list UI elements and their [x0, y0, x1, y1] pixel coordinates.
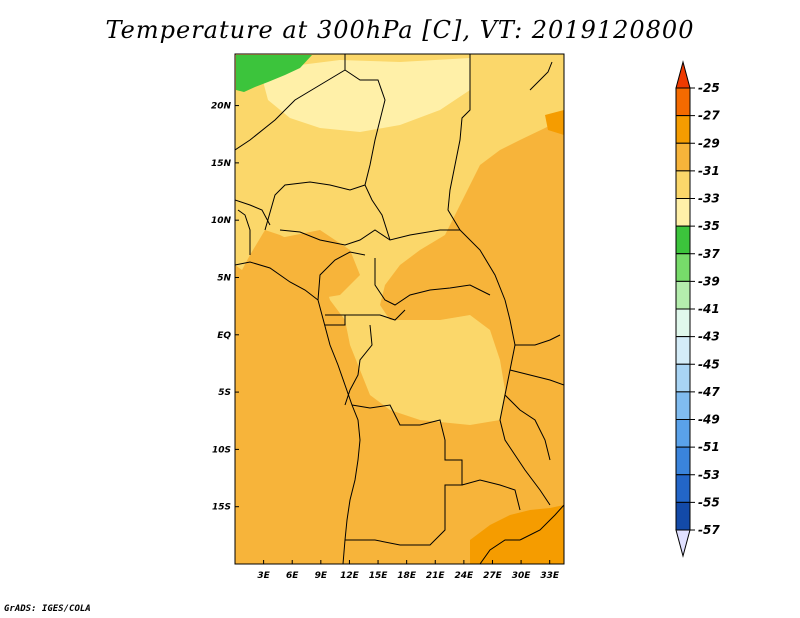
- map-title: Temperature at 300hPa [C], VT: 201912080…: [105, 16, 695, 44]
- lon-tick-label: 12E: [340, 571, 360, 581]
- colorbar-swatch: [675, 198, 691, 227]
- colorbar-swatch: [675, 446, 691, 476]
- colorbar-label: -49: [698, 413, 720, 427]
- country-borders: [235, 54, 564, 564]
- lat-tick-label: 20N: [211, 102, 232, 112]
- colorbar-label: -39: [698, 274, 720, 288]
- lon-tick-label: 9E: [315, 571, 328, 581]
- lon-tick-label: 30E: [512, 571, 532, 581]
- lon-tick-label: 24E: [455, 571, 475, 581]
- lat-tick-label: 10N: [211, 216, 232, 226]
- lat-tick-label: EQ: [217, 331, 231, 341]
- colorbar-label: -47: [698, 385, 720, 399]
- colorbar-swatch: [675, 474, 691, 503]
- colorbar-label: -43: [698, 330, 720, 344]
- lat-tick-label: 5N: [217, 273, 231, 283]
- color-bar: -25 -27 -29 -31 -33 -35 -37 -39 -41 -43 -45 -47 -49 -…: [675, 60, 720, 558]
- colorbar-swatch: [675, 87, 691, 117]
- colorbar-label: -45: [698, 357, 720, 371]
- colorbar-label: -29: [698, 136, 720, 150]
- colorbar-label: -37: [698, 247, 720, 261]
- colorbar-swatch: [675, 170, 691, 199]
- colorbar-swatch: [675, 280, 691, 310]
- temperature-field: [235, 54, 564, 564]
- colorbar-label: -41: [698, 302, 720, 316]
- lon-tick-label: 33E: [540, 571, 560, 581]
- grads-credit: GrADS: IGES/COLA: [4, 604, 91, 614]
- colorbar-swatch: [675, 253, 691, 282]
- colorbar-upper-arrow: [675, 60, 691, 89]
- map-frame: [234, 53, 565, 565]
- colorbar-swatch: [675, 363, 691, 393]
- longitude-axis: 3E 6E 9E 12E 15E 18E 21E 24E 27E 30E 33E: [257, 560, 560, 581]
- lat-tick-label: 10S: [212, 445, 231, 455]
- latitude-axis: 20N 15N 10N 5N EQ 5S 10S 15S: [211, 102, 239, 513]
- colorbar-label: -25: [698, 81, 720, 95]
- colorbar-swatch: [675, 336, 691, 365]
- colorbar-swatch: [675, 308, 691, 338]
- lon-tick-label: 3E: [257, 571, 270, 581]
- colorbar-swatch: [675, 142, 691, 172]
- colorbar-label: -31: [698, 164, 720, 178]
- lon-tick-label: 27E: [483, 571, 503, 581]
- lon-tick-label: 15E: [369, 571, 389, 581]
- lon-tick-label: 6E: [286, 571, 299, 581]
- colorbar-swatch: [675, 501, 691, 531]
- lat-tick-label: 15N: [211, 159, 232, 169]
- lon-tick-label: 21E: [426, 571, 446, 581]
- colorbar-label: -53: [698, 468, 720, 482]
- colorbar-swatch: [675, 115, 691, 144]
- colorbar-label: -57: [698, 523, 720, 537]
- colorbar-label: -35: [698, 219, 720, 233]
- colorbar-label: -33: [698, 192, 720, 206]
- colorbar-lower-arrow: [675, 529, 691, 558]
- colorbar-label: -27: [698, 109, 720, 123]
- colorbar-swatch: [675, 225, 691, 255]
- colorbar-swatch: [675, 391, 691, 420]
- colorbar-label: -51: [698, 440, 720, 454]
- lon-tick-label: 18E: [397, 571, 417, 581]
- lat-tick-label: 5S: [218, 388, 231, 398]
- colorbar-label: -55: [698, 495, 720, 509]
- lat-tick-label: 15S: [212, 503, 231, 513]
- colorbar-swatch: [675, 419, 691, 448]
